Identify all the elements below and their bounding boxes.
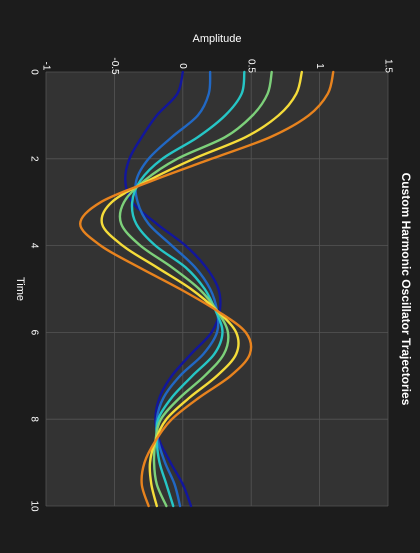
x-tick-label: 8 [28,416,39,422]
series-lines [79,70,335,508]
x-tick-label: 6 [28,330,39,336]
x-tick-label: 2 [28,156,39,162]
series-line-5 [100,70,304,508]
y-tick-label: 1 [314,63,325,69]
series-line-4 [118,70,273,508]
y-tick-label: -1 [40,62,51,71]
y-tick-label: 0.5 [246,59,257,73]
plot-area [46,72,388,506]
y-tick-label: 0 [177,63,188,69]
tick-labels: -1 -0.5 0 0.5 1 1.5 0 2 4 6 8 10 [28,57,393,512]
x-tick-label: 4 [28,243,39,249]
x-axis-label: Time [14,277,26,301]
x-tick-label: 0 [28,69,39,75]
y-tick-label: 1.5 [382,59,393,73]
y-axis-label: Amplitude [193,33,242,45]
chart-title: Custom Harmonic Oscillator Trajectories [399,173,413,406]
x-tick-label: 10 [28,500,39,512]
series-line-6 [79,70,335,508]
y-tick-label: -0.5 [109,57,120,75]
